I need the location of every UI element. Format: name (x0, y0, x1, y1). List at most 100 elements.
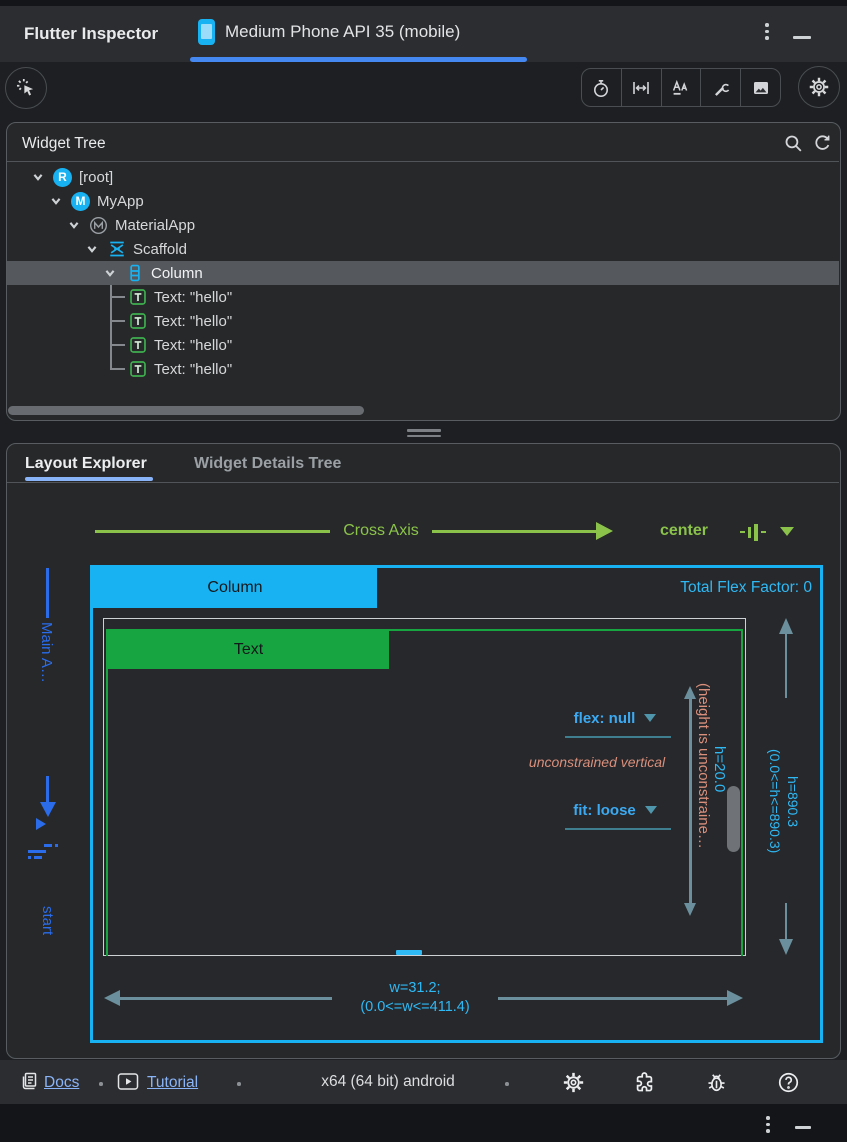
device-tab-label: Medium Phone API 35 (mobile) (225, 21, 461, 41)
tree-connector (100, 357, 128, 381)
tree-node-label: Column (151, 264, 203, 282)
tree-connector (100, 309, 128, 333)
text-widget-icon (128, 288, 147, 307)
show-baselines-icon (671, 78, 691, 98)
footer-separator-dot (505, 1082, 509, 1086)
width-arrow-line (498, 997, 727, 1000)
title-bar (0, 6, 847, 62)
text-box-title-tab[interactable]: Text (108, 631, 389, 669)
tree-node-text-1[interactable]: Text: "hello" (7, 285, 839, 309)
highlight-oversized-images-button[interactable] (741, 69, 780, 106)
chevron-down-icon[interactable] (101, 264, 119, 282)
main-axis-arrowhead (39, 802, 56, 817)
show-guidelines-icon (631, 78, 651, 98)
flex-dropdown-underline (565, 736, 671, 738)
device-tab[interactable]: Medium Phone API 35 (mobile) (190, 6, 468, 57)
tabs-divider (7, 482, 839, 483)
cross-axis-label: Cross Axis (343, 522, 419, 539)
cross-axis-line (432, 530, 596, 533)
tree-node-column-selected[interactable]: Column (7, 261, 839, 285)
docs-link[interactable]: Docs (44, 1074, 80, 1091)
clipped-width-label (396, 950, 422, 955)
chevron-down-icon[interactable] (47, 192, 65, 210)
myapp-widget-icon: M (71, 191, 90, 211)
help-button[interactable] (777, 1071, 800, 1094)
report-bug-icon (705, 1071, 728, 1094)
tree-node-label: Text: "hello" (154, 336, 233, 354)
width-arrow-line (120, 997, 332, 1000)
active-tab-indicator (25, 477, 153, 481)
text-widget-icon (128, 360, 147, 379)
show-guidelines-button[interactable] (622, 69, 662, 106)
tab-widget-details-tree[interactable]: Widget Details Tree (194, 455, 342, 472)
cross-axis-arrowhead (596, 522, 613, 540)
overflow-menu-icon[interactable] (765, 23, 769, 40)
column-height-label: h=890.3 (0.0<=h<=890.3) (766, 700, 802, 903)
tutorial-link[interactable]: Tutorial (147, 1074, 199, 1091)
page-title: Flutter Inspector (24, 24, 159, 43)
tree-node-scaffold[interactable]: Scaffold (7, 237, 839, 261)
settings-gear-icon (808, 76, 830, 98)
height-value: h=890.3 (785, 776, 801, 827)
tree-node-root[interactable]: R [root] (7, 165, 839, 189)
chevron-down-icon[interactable] (29, 168, 47, 186)
main-axis-dropdown-icon[interactable] (36, 818, 46, 830)
minimize-icon[interactable] (793, 36, 811, 39)
tree-horizontal-scrollbar[interactable] (8, 406, 364, 415)
tree-node-text-3[interactable]: Text: "hello" (7, 333, 839, 357)
main-axis-alignment-value[interactable]: start (39, 906, 56, 936)
flex-dropdown-icon (644, 714, 657, 722)
column-height-arrow-up-head (779, 618, 793, 634)
cross-axis-alignment-value[interactable]: center (659, 522, 709, 539)
cross-axis-alignment-icon[interactable] (740, 521, 766, 543)
fit-dropdown-underline (565, 828, 671, 830)
cross-axis-dropdown-icon[interactable] (780, 527, 794, 536)
root-widget-icon: R (53, 167, 72, 187)
overflow-menu-icon[interactable] (766, 1116, 770, 1133)
layout-vertical-scrollbar[interactable] (727, 786, 740, 852)
select-widget-mode-button[interactable] (5, 67, 47, 109)
child-bounds-box (103, 618, 746, 956)
panel-splitter-handle[interactable] (404, 429, 444, 439)
column-box-title: Column (207, 579, 263, 596)
highlight-repaints-button[interactable] (701, 69, 742, 106)
extensions-puzzle-icon (633, 1071, 656, 1094)
materialapp-widget-icon (89, 216, 108, 235)
show-baselines-button[interactable] (662, 69, 702, 106)
minimize-icon[interactable] (795, 1126, 811, 1129)
widget-tree-title: Widget Tree (22, 135, 106, 152)
refresh-button[interactable] (812, 133, 833, 154)
report-bug-button[interactable] (705, 1071, 728, 1094)
tree-node-label: Text: "hello" (154, 288, 233, 306)
refresh-icon (812, 133, 833, 154)
fit-dropdown[interactable]: fit: loose (545, 800, 685, 820)
tree-node-label: Text: "hello" (154, 312, 233, 330)
tree-node-text-2[interactable]: Text: "hello" (7, 309, 839, 333)
column-height-arrow-down-head (779, 939, 793, 955)
text-widget-icon (128, 312, 147, 331)
cross-axis-line (95, 530, 330, 533)
flex-value: flex: null (573, 709, 636, 727)
main-axis-alignment-icon[interactable] (28, 844, 58, 859)
extensions-button[interactable] (633, 1071, 656, 1094)
tree-node-label: MyApp (97, 192, 144, 210)
width-value: w=31.2; (389, 980, 441, 996)
footer-settings-button[interactable] (562, 1071, 585, 1094)
tree-node-text-4[interactable]: Text: "hello" (7, 357, 839, 381)
tab-layout-explorer[interactable]: Layout Explorer (25, 455, 147, 472)
settings-button[interactable] (798, 66, 840, 108)
slow-animations-button[interactable] (582, 69, 622, 106)
chevron-down-icon[interactable] (83, 240, 101, 258)
search-button[interactable] (783, 133, 804, 154)
column-widget-icon (125, 264, 144, 283)
chevron-down-icon[interactable] (65, 216, 83, 234)
inspector-toggle-group (581, 68, 781, 107)
height-unconstrained-label: (height is unconstraine… (695, 683, 712, 849)
tree-node-label: MaterialApp (115, 216, 196, 234)
column-box-title-tab[interactable]: Column (93, 568, 377, 608)
status-bar (0, 1060, 847, 1104)
flex-dropdown[interactable]: flex: null (545, 708, 685, 728)
tree-node-myapp[interactable]: M MyApp (7, 189, 839, 213)
tree-node-materialapp[interactable]: MaterialApp (7, 213, 839, 237)
tree-node-label: Text: "hello" (154, 360, 233, 378)
